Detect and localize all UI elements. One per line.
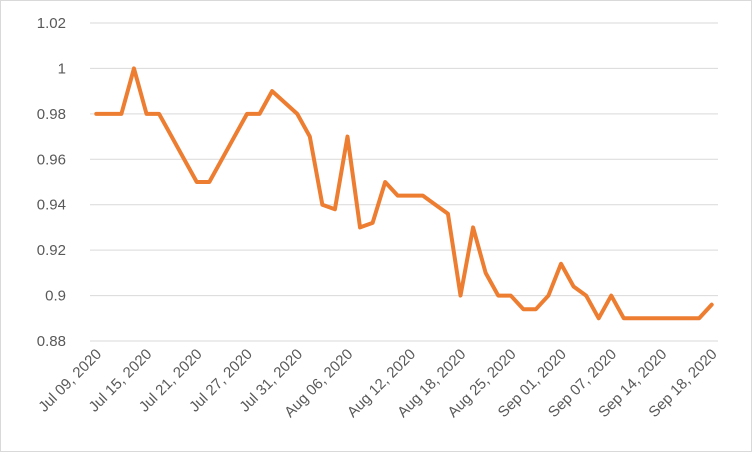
y-tick-label: 0.9: [45, 288, 66, 305]
y-tick-label: 1: [58, 60, 66, 77]
y-tick-label: 0.94: [37, 197, 66, 214]
y-axis-ticks: 0.88 0.9 0.92 0.94 0.96 0.98 1 1.02: [37, 15, 66, 350]
series-group: [94, 66, 714, 321]
gridlines: [90, 22, 718, 342]
y-tick-label: 1.02: [37, 15, 66, 32]
series-line: [94, 66, 714, 321]
y-tick-label: 0.98: [37, 106, 66, 123]
y-tick-label: 0.88: [37, 333, 66, 350]
y-tick-label: 0.96: [37, 151, 66, 168]
y-tick-label: 0.92: [37, 242, 66, 259]
